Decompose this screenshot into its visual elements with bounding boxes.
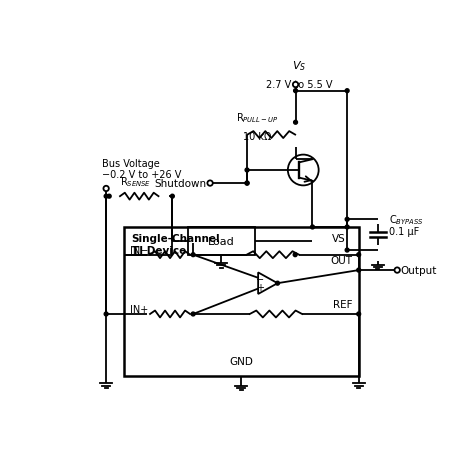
Text: R$_{SENSE}$: R$_{SENSE}$: [120, 175, 151, 188]
Circle shape: [294, 121, 298, 125]
Text: Load: Load: [208, 236, 234, 246]
Bar: [188, 228, 255, 255]
Circle shape: [357, 313, 360, 316]
Circle shape: [276, 282, 279, 285]
Text: OUT: OUT: [331, 256, 353, 266]
Text: +: +: [256, 283, 264, 293]
Circle shape: [104, 313, 108, 316]
Text: C$_{BYPASS}$: C$_{BYPASS}$: [389, 213, 424, 227]
Circle shape: [191, 313, 195, 316]
Circle shape: [207, 181, 213, 187]
Circle shape: [311, 226, 315, 229]
Text: 0.1 μF: 0.1 μF: [389, 226, 419, 236]
Text: Bus Voltage
−0.2 V to +26 V: Bus Voltage −0.2 V to +26 V: [102, 158, 182, 180]
Text: REF: REF: [333, 300, 353, 310]
Text: IN−: IN−: [130, 245, 148, 255]
Circle shape: [191, 253, 195, 257]
Text: 10 kΩ: 10 kΩ: [243, 132, 272, 142]
Circle shape: [104, 195, 108, 199]
Circle shape: [245, 169, 249, 172]
Circle shape: [245, 182, 249, 186]
Circle shape: [345, 90, 349, 93]
Circle shape: [294, 90, 298, 93]
Circle shape: [357, 253, 360, 257]
Text: GND: GND: [229, 357, 253, 367]
Bar: [124, 228, 359, 376]
Circle shape: [345, 248, 349, 253]
Circle shape: [170, 195, 174, 199]
Text: IN+: IN+: [130, 304, 148, 314]
Text: V$_S$: V$_S$: [292, 59, 306, 73]
Text: Output: Output: [400, 266, 436, 275]
Circle shape: [345, 226, 349, 229]
Text: −: −: [256, 274, 264, 284]
Circle shape: [245, 182, 249, 186]
Text: 2.7 V to 5.5 V: 2.7 V to 5.5 V: [266, 80, 333, 90]
Circle shape: [345, 218, 349, 222]
Text: R$_{PULL-UP}$: R$_{PULL-UP}$: [236, 111, 279, 125]
Circle shape: [293, 83, 298, 88]
Circle shape: [104, 187, 109, 192]
Text: Shutdown: Shutdown: [154, 179, 206, 189]
Text: VS: VS: [332, 233, 345, 243]
Circle shape: [293, 253, 297, 257]
Text: Single-Channel
TI Device: Single-Channel TI Device: [131, 233, 220, 255]
Circle shape: [107, 195, 111, 199]
Circle shape: [394, 268, 400, 273]
Circle shape: [357, 268, 360, 273]
